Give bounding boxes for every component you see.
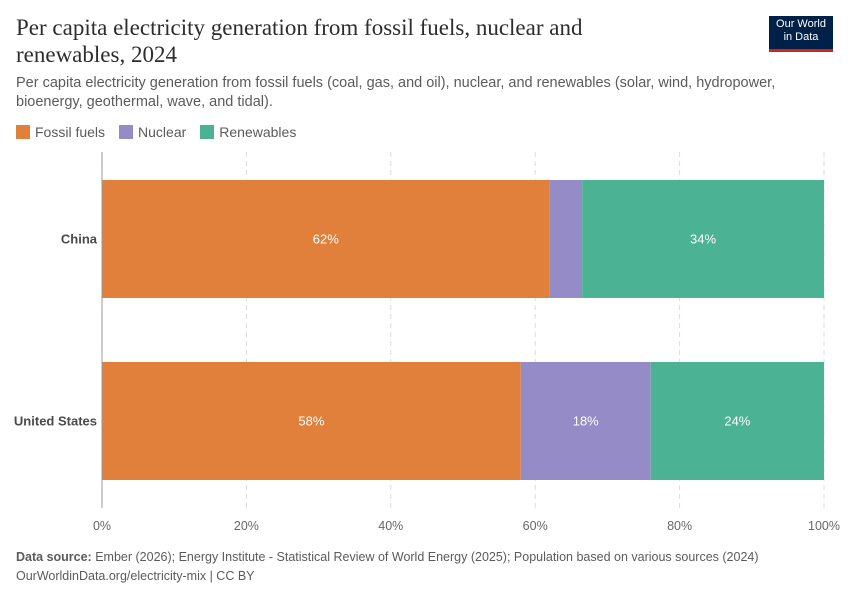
bar-china-fossil-fuels [102,180,550,298]
legend: Fossil fuels Nuclear Renewables [16,124,296,140]
x-tick-label-4: 80% [667,519,692,533]
legend-label-nuclear: Nuclear [138,124,187,140]
data-source-line: Data source: Ember (2026); Energy Instit… [16,548,759,567]
x-tick-label-0: 0% [93,519,111,533]
data-source-label: Data source: [16,550,92,564]
owid-logo[interactable]: Our World in Data [769,16,833,52]
bar-united-states-renewables [650,362,824,480]
x-tick-label-1: 20% [234,519,259,533]
legend-label-renewables: Renewables [219,124,297,140]
stacked-bar-chart: 0% 20% 40% 60% 80% 100% 62% 34% China 58% 18% 24% Un… [14,152,840,533]
data-source-text: Ember (2026); Energy Institute - Statist… [95,550,759,564]
category-label-united-states: United States [14,414,97,429]
x-tick-label-5: 100% [808,519,840,533]
data-label-china-fossil-fuels: 62% [313,232,339,247]
legend-item-renewables[interactable]: Renewables [200,124,296,140]
legend-swatch-fossil [16,125,30,139]
legend-swatch-nuclear [119,125,134,139]
category-label-china: China [61,232,98,247]
legend-item-nuclear[interactable]: Nuclear [119,124,186,140]
legend-item-fossil[interactable]: Fossil fuels [16,124,105,140]
bar-united-states-fossil-fuels [102,362,521,480]
bar-united-states-nuclear [520,362,651,480]
legend-label-fossil: Fossil fuels [35,124,106,140]
chart-title: Per capita electricity generation from f… [16,15,583,67]
bar-china-nuclear [549,180,583,298]
x-tick-label-3: 60% [523,519,548,533]
data-label-united-states-fossil-fuels: 58% [298,414,324,429]
data-label-united-states-renewables: 24% [724,414,750,429]
data-label-united-states-nuclear: 18% [573,414,599,429]
footer-url[interactable]: OurWorldinData.org/electricity-mix | CC … [16,569,255,583]
legend-swatch-renewables [200,125,215,139]
footer: Data source: Ember (2026); Energy Instit… [16,548,759,586]
bar-china-renewables [582,180,824,298]
chart-subtitle: Per capita electricity generation from f… [16,75,776,110]
logo-line-2: in Data [783,31,819,43]
data-label-china-renewables: 34% [690,232,716,247]
logo-line-1: Our World [776,18,826,30]
x-tick-label-2: 40% [378,519,403,533]
